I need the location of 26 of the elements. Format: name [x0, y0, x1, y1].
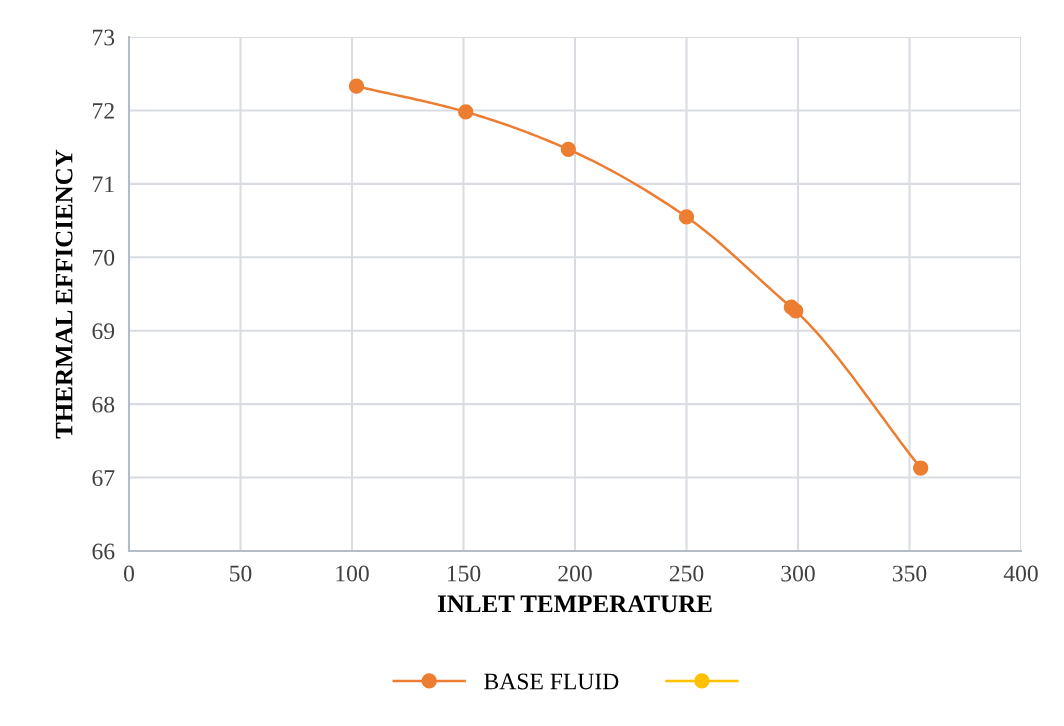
- y-tick-label: 69: [92, 323, 115, 340]
- y-tick-label: 70: [93, 249, 115, 266]
- point: [788, 303, 804, 319]
- y-tick-label: 68: [92, 396, 115, 413]
- x-tick-label: 0: [124, 565, 134, 582]
- x-tick-label: 350: [892, 565, 927, 582]
- y-tick-label: 71: [93, 176, 114, 193]
- point: [913, 460, 929, 476]
- x-tick-label: 150: [447, 565, 481, 582]
- point: [678, 209, 695, 225]
- x-axis-title: INLET TEMPERATURE: [437, 595, 712, 613]
- y-tick-label: 72: [93, 102, 114, 119]
- y-tick-label: 73: [93, 29, 115, 46]
- point: [458, 104, 474, 120]
- legend-label: BASE FLUID: [484, 673, 619, 690]
- x-tick-label: 200: [558, 565, 592, 582]
- point: [348, 78, 365, 94]
- x-tick-label: 50: [230, 565, 252, 582]
- point: [560, 141, 576, 157]
- x-tick-label: 300: [781, 565, 815, 582]
- y-tick-label: 66: [92, 543, 115, 560]
- x-tick-label: 250: [669, 565, 704, 582]
- y-axis-title: THERMAL EFFICIENCY: [55, 149, 73, 439]
- x-tick-label: 100: [336, 565, 369, 582]
- y-tick-label: 67: [92, 470, 115, 486]
- x-tick-label: 400: [1003, 565, 1038, 582]
